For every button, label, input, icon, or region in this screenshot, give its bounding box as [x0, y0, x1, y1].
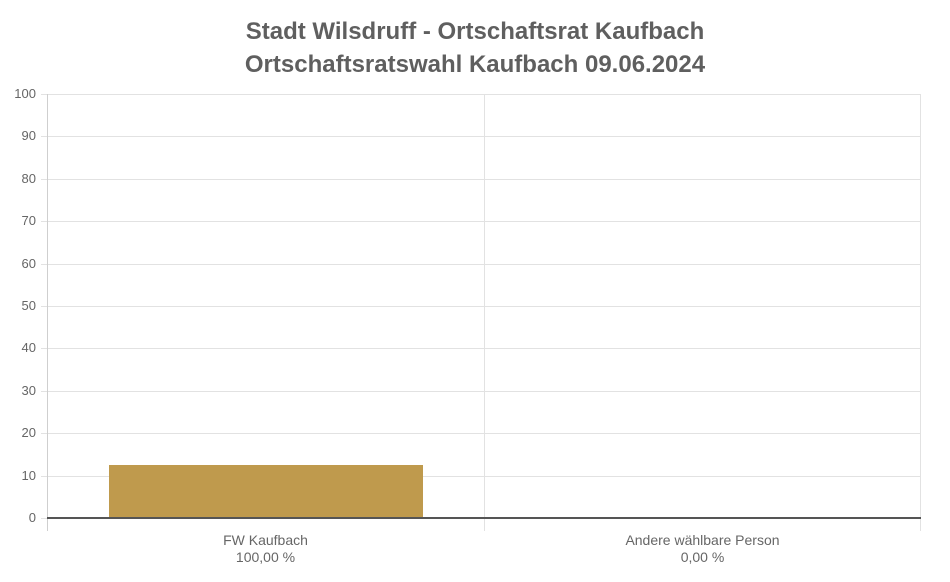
y-tick-label: 20 — [21, 425, 36, 440]
category-percent: 0,00 % — [680, 549, 725, 565]
y-tick-label: 100 — [14, 86, 36, 101]
category-divider — [484, 94, 485, 531]
y-tick-label: 10 — [21, 468, 36, 483]
category-name: FW Kaufbach — [223, 532, 308, 548]
gridline — [41, 306, 921, 307]
gridline — [41, 94, 921, 95]
category-percent: 100,00 % — [235, 549, 296, 565]
x-axis-baseline — [47, 517, 921, 519]
y-tick-label: 0 — [28, 510, 36, 525]
gridline — [41, 476, 921, 477]
y-tick-label: 50 — [21, 298, 36, 313]
x-category-label-fw-kaufbach: FW Kaufbach 100,00 % — [47, 532, 484, 566]
gridline — [41, 136, 921, 137]
category-name: Andere wählbare Person — [625, 532, 780, 548]
gridline — [41, 391, 921, 392]
chart-title: Stadt Wilsdruff - Ortschaftsrat Kaufbach — [245, 18, 705, 45]
y-tick-label: 80 — [21, 171, 36, 186]
y-tick-label: 70 — [21, 213, 36, 228]
gridline — [41, 264, 921, 265]
gridline — [41, 221, 921, 222]
gridline — [41, 433, 921, 434]
gridline — [41, 179, 921, 180]
y-tick-label: 90 — [21, 128, 36, 143]
y-tick-label: 30 — [21, 383, 36, 398]
y-tick-label: 60 — [21, 256, 36, 271]
gridline — [41, 348, 921, 349]
y-axis-line — [47, 94, 48, 531]
y-tick-label: 40 — [21, 340, 36, 355]
chart-subtitle: Ortschaftsratswahl Kaufbach 09.06.2024 — [244, 51, 706, 78]
plot-right-border — [920, 94, 921, 531]
x-category-label-andere: Andere wählbare Person 0,00 % — [484, 532, 921, 566]
bar-0[interactable] — [109, 465, 423, 518]
